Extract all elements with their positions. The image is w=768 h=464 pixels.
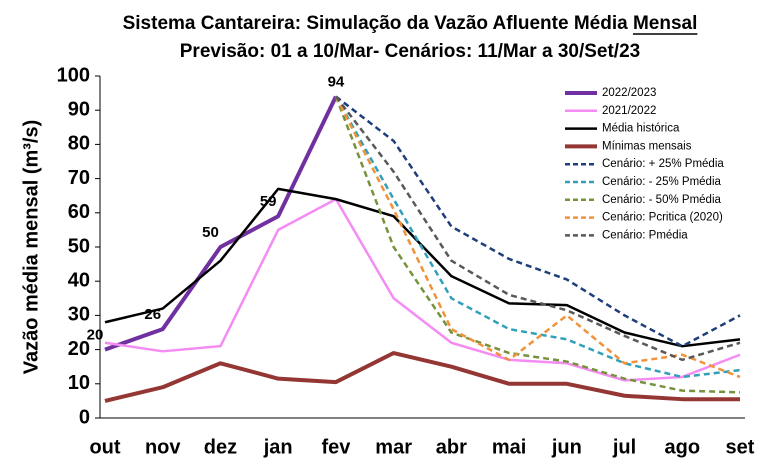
y-tick-label: 50 (68, 235, 90, 257)
x-tick-label: mai (492, 436, 526, 458)
y-tick-label: 100 (57, 64, 90, 86)
legend-label: 2021/2022 (602, 105, 656, 117)
data-label: 20 (87, 327, 104, 344)
series-line (104, 187, 741, 348)
y-tick-label: 0 (79, 406, 90, 428)
x-tick-label: dez (204, 436, 237, 458)
y-tick-label: 90 (68, 98, 90, 120)
y-tick-label: 10 (68, 372, 90, 394)
x-tick-label: mar (375, 436, 412, 458)
chart-subtitle: Previsão: 01 a 10/Mar- Cenários: 11/Mar … (180, 41, 640, 62)
legend-label: Média histórica (602, 123, 680, 135)
y-tick-label: 40 (68, 269, 90, 291)
legend-label: Cenário: Pmédia (602, 229, 688, 241)
x-tick-label: set (726, 436, 755, 458)
x-tick-label: abr (436, 436, 467, 458)
x-tick-label: nov (145, 436, 181, 458)
data-label: 50 (202, 224, 219, 241)
legend-label: Cenário: + 25% Pmédia (602, 158, 724, 170)
x-tick-label: fev (321, 436, 351, 458)
series-line (335, 95, 741, 348)
series-line (104, 95, 338, 352)
legend-label: Mínimas mensais (602, 140, 692, 152)
x-tick-label: jan (263, 436, 293, 458)
y-tick-label: 70 (68, 167, 90, 189)
y-tick-label: 80 (68, 133, 90, 155)
legend-label: 2022/2023 (602, 87, 656, 99)
y-tick-label: 20 (68, 338, 90, 360)
y-tick-label: 60 (68, 201, 90, 223)
series-line (334, 96, 741, 394)
series-line (104, 351, 740, 403)
legend-label: Cenário: - 25% Pmédia (602, 176, 721, 188)
series-line (334, 95, 741, 362)
legend-label: Cenário: Pcritica (2020) (602, 212, 723, 224)
legend-label: Cenário: - 50% Pmédia (602, 194, 721, 206)
y-axis-label: Vazão média mensal (m³/s) (20, 120, 42, 375)
x-tick-label: jun (551, 436, 582, 458)
chart-title: Sistema Cantareira: Simulação da Vazão A… (123, 13, 698, 34)
y-tick-label: 30 (68, 304, 90, 326)
x-tick-label: jul (612, 436, 636, 458)
data-label: 94 (328, 73, 345, 90)
x-tick-label: ago (664, 436, 700, 458)
x-tick-label: out (89, 436, 120, 458)
